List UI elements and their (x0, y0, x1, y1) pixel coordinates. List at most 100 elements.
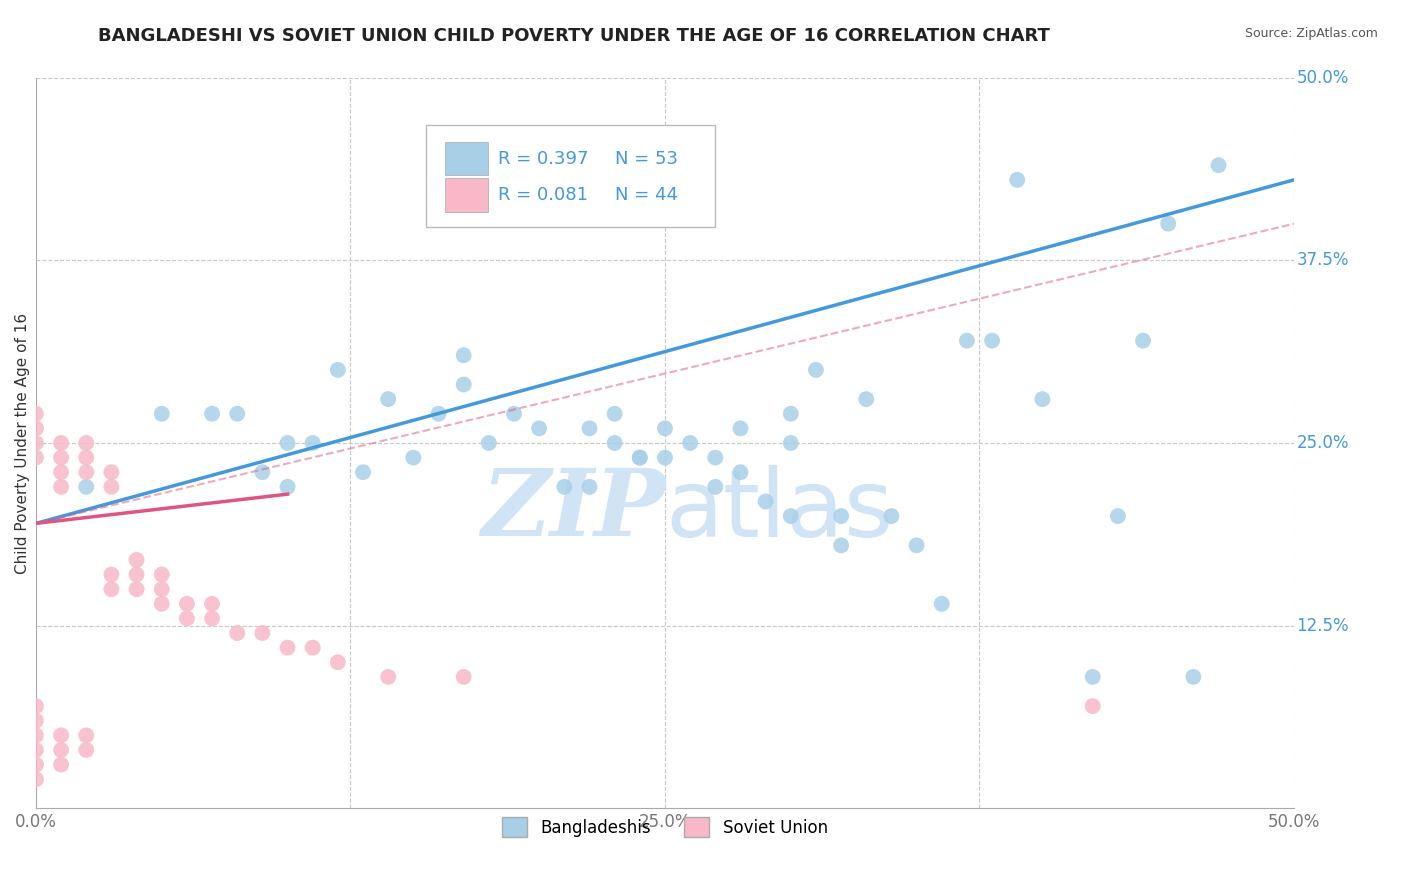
Point (25, 450, 48, 465)
Point (25, 436, 48, 450)
Point (1005, 173, 1028, 187)
Point (49, 436, 72, 450)
Point (75, 465, 97, 479)
Point (478, 436, 501, 450)
Point (578, 421, 600, 435)
Point (553, 480, 575, 494)
Point (25, 728, 48, 742)
Point (49, 728, 72, 742)
Text: R = 0.081: R = 0.081 (498, 186, 588, 204)
Text: 50.0%: 50.0% (1296, 69, 1348, 87)
Point (25, 714, 48, 728)
Point (603, 436, 626, 450)
Point (49, 757, 72, 772)
Point (25, 772, 48, 787)
Point (75, 450, 97, 465)
Point (704, 480, 727, 494)
Point (855, 392, 877, 406)
Point (1031, 392, 1053, 406)
Point (730, 421, 752, 435)
Point (830, 509, 852, 524)
Point (1157, 217, 1180, 231)
Point (201, 407, 224, 421)
Text: N = 53: N = 53 (614, 150, 678, 168)
Text: Source: ZipAtlas.com: Source: ZipAtlas.com (1244, 27, 1378, 40)
Point (176, 597, 198, 611)
Point (779, 407, 801, 421)
Text: atlas: atlas (665, 465, 893, 557)
Point (628, 450, 651, 465)
Point (755, 494, 778, 508)
Point (1182, 670, 1205, 684)
FancyBboxPatch shape (444, 142, 488, 176)
Point (277, 640, 299, 655)
Point (880, 509, 903, 524)
Point (201, 597, 224, 611)
Point (25, 407, 48, 421)
FancyBboxPatch shape (426, 125, 716, 227)
Point (326, 655, 349, 669)
Point (150, 407, 173, 421)
Point (730, 465, 752, 479)
Text: N = 44: N = 44 (614, 186, 678, 204)
Point (150, 567, 173, 582)
Point (150, 582, 173, 597)
Point (830, 538, 852, 552)
Point (125, 582, 148, 597)
Text: 37.5%: 37.5% (1296, 252, 1348, 269)
Point (779, 436, 801, 450)
Point (150, 597, 173, 611)
Point (25, 757, 48, 772)
Point (503, 407, 526, 421)
Text: R = 0.397: R = 0.397 (498, 150, 588, 168)
Text: ZIP: ZIP (481, 465, 665, 555)
Point (779, 509, 801, 524)
Point (628, 450, 651, 465)
Point (75, 728, 97, 742)
Point (679, 436, 702, 450)
Point (201, 611, 224, 625)
Point (100, 480, 122, 494)
Point (277, 436, 299, 450)
Point (377, 670, 399, 684)
Point (654, 421, 676, 435)
Point (654, 450, 676, 465)
Point (301, 436, 323, 450)
Point (377, 392, 399, 406)
Point (75, 743, 97, 757)
Point (226, 626, 249, 640)
Point (1132, 334, 1154, 348)
Point (1081, 670, 1104, 684)
Point (981, 334, 1004, 348)
Point (49, 465, 72, 479)
Point (704, 450, 727, 465)
Point (252, 465, 274, 479)
Point (1107, 509, 1129, 524)
Point (402, 450, 425, 465)
Point (100, 567, 122, 582)
Point (931, 597, 953, 611)
Point (326, 363, 349, 377)
Point (25, 421, 48, 435)
Point (49, 450, 72, 465)
Point (75, 480, 97, 494)
Point (25, 699, 48, 714)
Point (100, 465, 122, 479)
Text: BANGLADESHI VS SOVIET UNION CHILD POVERTY UNDER THE AGE OF 16 CORRELATION CHART: BANGLADESHI VS SOVIET UNION CHILD POVERT… (98, 27, 1050, 45)
Point (578, 480, 600, 494)
Point (453, 670, 475, 684)
Y-axis label: Child Poverty Under the Age of 16: Child Poverty Under the Age of 16 (15, 312, 31, 574)
Text: 12.5%: 12.5% (1296, 616, 1350, 635)
Point (125, 567, 148, 582)
Point (1208, 158, 1230, 172)
Point (125, 553, 148, 567)
Point (453, 377, 475, 392)
Point (352, 465, 374, 479)
Point (226, 407, 249, 421)
Point (252, 626, 274, 640)
Legend: Bangladeshis, Soviet Union: Bangladeshis, Soviet Union (495, 810, 835, 844)
Point (1081, 699, 1104, 714)
FancyBboxPatch shape (444, 178, 488, 212)
Point (25, 743, 48, 757)
Text: 25.0%: 25.0% (1296, 434, 1348, 452)
